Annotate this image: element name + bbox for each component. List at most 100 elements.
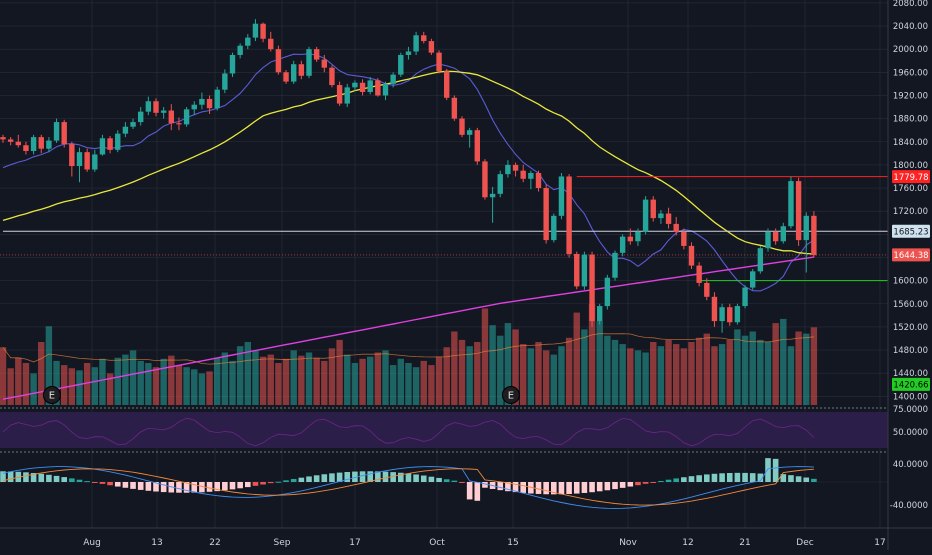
candle-body: [803, 215, 809, 241]
macd-line: [2, 466, 814, 509]
candle-body: [76, 152, 83, 167]
price-axis-tick: 1800.00: [893, 161, 928, 171]
volume-bar: [236, 346, 244, 405]
candle-body: [252, 23, 259, 38]
macd-histogram-bar: [635, 482, 641, 486]
candle-body: [191, 104, 197, 110]
volume-bar: [695, 337, 703, 405]
volume-bar: [389, 365, 397, 405]
volume-bar: [275, 363, 282, 405]
candle-body: [727, 307, 733, 323]
volume-bar: [435, 356, 443, 405]
volume-bar: [267, 354, 274, 405]
candle-body: [673, 223, 679, 233]
macd-histogram-bar: [405, 473, 412, 482]
candle-body: [130, 122, 136, 127]
candle-body: [61, 122, 67, 145]
candle-body: [84, 152, 90, 170]
volume-bar: [596, 321, 603, 405]
volume-bar: [688, 342, 695, 405]
volume-bar: [321, 360, 328, 405]
macd-histogram-bar: [749, 473, 756, 482]
macd-histogram-bar: [30, 472, 37, 482]
candle-body: [30, 137, 37, 152]
macd-histogram-bar: [650, 482, 657, 483]
candle-body: [99, 138, 106, 155]
earnings-marker: [501, 386, 520, 404]
candle-body: [7, 139, 14, 142]
volume-bar: [634, 350, 642, 405]
candle-body: [757, 248, 764, 272]
candle-body: [604, 277, 611, 307]
price-tag-text: 1420.66: [893, 381, 928, 391]
volume-bar: [810, 327, 818, 405]
candle-body: [482, 161, 488, 198]
volume-bar: [527, 348, 535, 405]
candle-body: [306, 49, 312, 76]
macd-histogram-bar: [176, 482, 182, 493]
candle-body: [704, 282, 710, 297]
macd-histogram-bar: [260, 482, 266, 485]
candle-body: [138, 111, 144, 123]
macd-histogram-bar: [92, 482, 98, 483]
macd-histogram-bar: [619, 482, 626, 488]
price-candles[interactable]: [0, 19, 817, 333]
price-axis-tick: 1520.00: [893, 323, 928, 333]
volume-bar: [780, 318, 787, 405]
macd-histogram-bar: [313, 475, 320, 482]
candle-body: [413, 35, 419, 52]
macd-histogram-bar: [543, 482, 549, 495]
volume-bar: [443, 347, 450, 405]
candle-body: [765, 232, 771, 249]
macd-histogram-bar: [573, 482, 580, 494]
candle-body: [742, 287, 748, 307]
volume-bar: [175, 365, 183, 405]
price-tag-text: 1779.78: [893, 173, 928, 183]
price-axis-background: [888, 0, 932, 550]
macd-histogram-bar: [696, 475, 702, 482]
price-tag-text: 1644.38: [893, 251, 928, 261]
volume-bar: [787, 346, 795, 405]
earnings-marker-label: E: [49, 391, 55, 402]
rsi-axis-tick: 50.0000: [893, 428, 928, 438]
volume-bar: [642, 352, 649, 405]
macd-histogram-bar: [237, 482, 243, 489]
time-axis[interactable]: Aug 13 22 Sep 17 Oct 15 Nov 12 21 Dec 17: [0, 527, 932, 548]
candle-body: [229, 54, 236, 74]
macd-histogram-bar: [742, 472, 748, 482]
volume-bar: [214, 357, 221, 405]
candle-body: [665, 213, 672, 224]
macd-histogram-bar: [811, 478, 817, 482]
volume-bar: [106, 373, 114, 405]
volume-bar: [558, 346, 565, 405]
volume-bar: [252, 350, 259, 405]
candle-body: [428, 41, 435, 53]
macd-histogram-bar: [719, 473, 725, 482]
candle-body: [38, 137, 44, 149]
price-axis-tick: 1840.00: [893, 138, 928, 148]
macd-axis-tick: 40.0000: [893, 460, 928, 470]
volume-bar: [168, 355, 175, 405]
rsi-line: [2, 417, 815, 447]
volume-bar: [718, 344, 726, 405]
candle-body: [597, 306, 603, 322]
candle-body: [260, 23, 266, 39]
price-axis-tick: 2000.00: [893, 45, 928, 55]
macd-histogram-bar: [726, 472, 733, 482]
macd-histogram-bar: [803, 477, 810, 482]
volume-bar: [749, 331, 756, 405]
volume-bar: [474, 342, 481, 405]
macd-histogram-bar: [122, 482, 129, 488]
candle-body: [0, 137, 6, 140]
volume-bar: [229, 360, 236, 405]
macd-histogram-bar: [665, 479, 672, 482]
price-axis[interactable]: 2080.00 2040.00 2000.00 1960.00 1920.00 1880.…: [887, 0, 932, 550]
macd-histogram-bar: [734, 472, 741, 482]
candle-body: [107, 138, 113, 150]
time-axis-tick: 15: [507, 538, 518, 548]
volume-bar: [512, 329, 519, 405]
